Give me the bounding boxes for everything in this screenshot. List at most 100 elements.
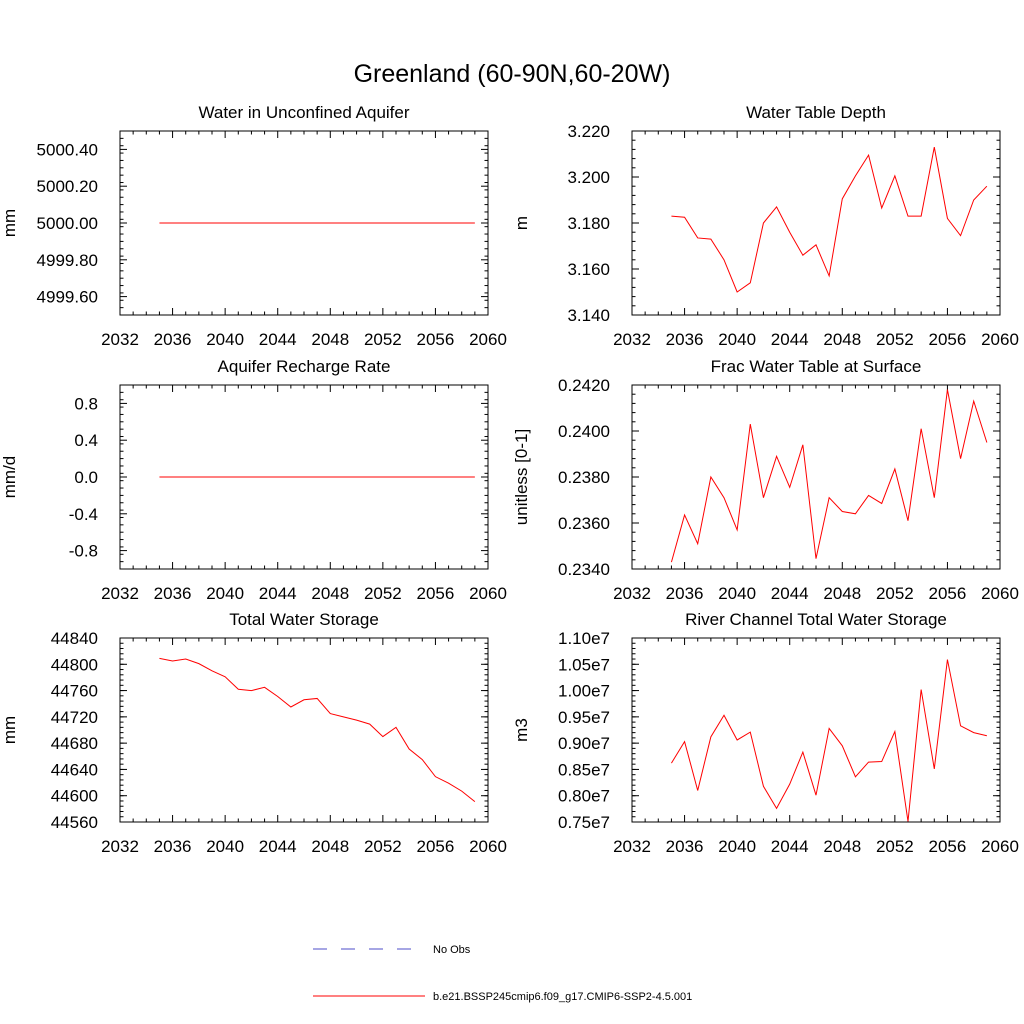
- x-tick-label: 2060: [469, 837, 507, 856]
- x-tick-label: 2044: [771, 837, 809, 856]
- y-tick-label: 44600: [51, 787, 98, 806]
- y-tick-label: 0.2420: [558, 376, 610, 395]
- y-tick-label: 5000.40: [37, 140, 98, 159]
- x-tick-label: 2036: [666, 330, 704, 349]
- x-tick-label: 2056: [417, 330, 455, 349]
- y-tick-label: 44840: [51, 629, 98, 648]
- y-tick-label: 44560: [51, 813, 98, 832]
- x-tick-label: 2048: [823, 584, 861, 603]
- y-axis-label: mm/d: [0, 456, 19, 499]
- x-tick-label: 2040: [718, 330, 756, 349]
- series-line: [671, 659, 987, 822]
- series-line: [671, 147, 988, 293]
- x-tick-label: 2060: [469, 330, 507, 349]
- x-tick-label: 2036: [666, 837, 704, 856]
- y-tick-label: 44640: [51, 760, 98, 779]
- y-tick-label: 3.180: [567, 214, 610, 233]
- x-tick-label: 2036: [154, 837, 192, 856]
- y-tick-label: 0.80e7: [558, 787, 610, 806]
- y-tick-label: 0.75e7: [558, 813, 610, 832]
- x-tick-label: 2052: [364, 837, 402, 856]
- legend: No Obs b.e21.BSSP245cmip6.f09_g17.CMIP6-…: [313, 944, 692, 1003]
- series-line: [159, 657, 476, 803]
- legend-run-label: b.e21.BSSP245cmip6.f09_g17.CMIP6-SSP2-4.…: [433, 991, 692, 1003]
- y-axis-label: m3: [512, 718, 531, 742]
- x-tick-label: 2052: [876, 330, 914, 349]
- x-tick-label: 2044: [771, 584, 809, 603]
- x-tick-label: 2040: [718, 837, 756, 856]
- y-tick-label: 44760: [51, 682, 98, 701]
- panel-title: Frac Water Table at Surface: [711, 357, 922, 376]
- x-tick-label: 2052: [364, 330, 402, 349]
- x-tick-label: 2052: [876, 837, 914, 856]
- panel-title: Water Table Depth: [746, 103, 886, 122]
- y-tick-label: 44800: [51, 655, 98, 674]
- y-tick-label: 44720: [51, 708, 98, 727]
- y-tick-label: 1.10e7: [558, 629, 610, 648]
- x-tick-label: 2036: [154, 330, 192, 349]
- y-tick-label: 3.200: [567, 168, 610, 187]
- y-axis-label: m: [512, 216, 531, 230]
- y-tick-label: 0.0: [74, 468, 98, 487]
- y-tick-label: 0.2380: [558, 468, 610, 487]
- x-tick-label: 2040: [206, 330, 244, 349]
- y-axis-label: mm: [0, 209, 19, 237]
- y-tick-label: 44680: [51, 734, 98, 753]
- panel-title: Aquifer Recharge Rate: [218, 357, 391, 376]
- y-tick-label: 1.00e7: [558, 682, 610, 701]
- x-tick-label: 2040: [206, 584, 244, 603]
- panel-6: 2032 2036 2040 2044 2048 2052 2056 2060 0.75e7 0.…: [512, 610, 1019, 856]
- y-tick-label: 0.4: [74, 431, 98, 450]
- x-tick-label: 2040: [206, 837, 244, 856]
- x-tick-label: 2052: [364, 584, 402, 603]
- y-tick-label: 3.140: [567, 306, 610, 325]
- x-tick-label: 2032: [613, 330, 651, 349]
- panel-title: Water in Unconfined Aquifer: [198, 103, 409, 122]
- x-tick-label: 2048: [823, 330, 861, 349]
- x-tick-label: 2040: [718, 584, 756, 603]
- y-axis-label: mm: [0, 716, 19, 744]
- panel-title: River Channel Total Water Storage: [685, 610, 947, 629]
- x-tick-label: 2048: [311, 330, 349, 349]
- y-tick-label: 0.2400: [558, 422, 610, 441]
- x-tick-label: 2056: [417, 584, 455, 603]
- x-tick-label: 2052: [876, 584, 914, 603]
- x-tick-label: 2032: [101, 837, 139, 856]
- panel-1: 2032 2036 2040 2044 2048 2052 2056 2060 4999.60 4…: [0, 103, 507, 349]
- y-tick-label: 0.2360: [558, 514, 610, 533]
- x-tick-label: 2032: [101, 584, 139, 603]
- y-axis-label: unitless [0-1]: [512, 429, 531, 525]
- y-tick-label: 5000.20: [37, 177, 98, 196]
- y-tick-label: 5000.00: [37, 214, 98, 233]
- y-tick-label: 1.05e7: [558, 655, 610, 674]
- x-tick-label: 2044: [259, 584, 297, 603]
- plot-frame: [631, 130, 1001, 316]
- panel-5: 2032 2036 2040 2044 2048 2052 2056 2060 44560 446…: [0, 610, 507, 856]
- x-tick-label: 2048: [823, 837, 861, 856]
- x-tick-label: 2048: [311, 584, 349, 603]
- legend-no-obs-label: No Obs: [433, 944, 471, 956]
- y-tick-label: -0.4: [69, 505, 98, 524]
- x-tick-label: 2044: [771, 330, 809, 349]
- panel-3: 2032 2036 2040 2044 2048 2052 2056 2060 -0.8 -0.4…: [0, 357, 507, 603]
- x-tick-label: 2056: [929, 584, 967, 603]
- x-tick-label: 2060: [469, 584, 507, 603]
- y-tick-label: 0.90e7: [558, 734, 610, 753]
- panel-2: 2032 2036 2040 2044 2048 2052 2056 2060 3.140 3.1…: [512, 103, 1019, 349]
- x-tick-label: 2048: [311, 837, 349, 856]
- x-tick-label: 2032: [613, 837, 651, 856]
- x-tick-label: 2036: [666, 584, 704, 603]
- x-tick-label: 2060: [981, 837, 1019, 856]
- y-tick-label: 3.220: [567, 122, 610, 141]
- y-tick-label: 4999.60: [37, 288, 98, 307]
- x-tick-label: 2044: [259, 837, 297, 856]
- panel-4: 2032 2036 2040 2044 2048 2052 2056 2060 0.2340 0.…: [512, 357, 1019, 603]
- x-tick-label: 2056: [929, 837, 967, 856]
- panel-title: Total Water Storage: [229, 610, 379, 629]
- y-tick-label: 0.95e7: [558, 708, 610, 727]
- y-tick-label: 0.85e7: [558, 760, 610, 779]
- x-tick-label: 2060: [981, 584, 1019, 603]
- x-tick-label: 2032: [613, 584, 651, 603]
- plot-frame: [119, 637, 489, 823]
